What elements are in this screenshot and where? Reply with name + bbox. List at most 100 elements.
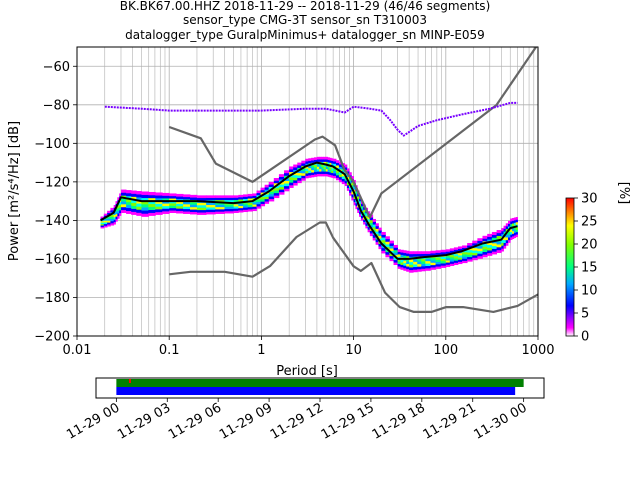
density-cell (176, 210, 184, 214)
density-cell (247, 209, 253, 212)
density-cell (141, 191, 149, 195)
density-cell (331, 170, 334, 174)
density-cell (496, 241, 502, 245)
density-cell (336, 170, 340, 173)
density-cell (321, 168, 325, 172)
density-cell (126, 190, 132, 194)
density-cell (430, 267, 436, 270)
density-cell (363, 219, 366, 223)
density-cell (206, 207, 216, 210)
density-cell (355, 191, 358, 195)
x-axis: 0.01 0.1 1 10 100 1000 (63, 336, 555, 358)
density-cell (367, 219, 371, 222)
density-cell (321, 164, 325, 167)
density-cell (496, 244, 502, 248)
density-cell (305, 158, 309, 162)
density-cell (196, 195, 207, 199)
density-cell (413, 269, 418, 273)
density-cell (413, 261, 418, 265)
density-cell (301, 168, 306, 171)
density-cell (477, 250, 483, 254)
density-cell (314, 157, 318, 161)
density-cell (268, 196, 275, 200)
density-cell (107, 216, 111, 219)
density-cell (148, 206, 156, 210)
density-cell (162, 200, 170, 204)
density-cell (462, 258, 468, 261)
density-cell (284, 178, 290, 181)
density-cell (359, 211, 362, 215)
density-cell (316, 166, 320, 170)
density-cell (393, 244, 398, 248)
density-cell (314, 171, 318, 175)
density-cell (503, 225, 507, 229)
density-cell (482, 254, 488, 258)
density-cell (316, 164, 320, 167)
density-cell (346, 176, 350, 180)
density-cell (349, 192, 352, 196)
density-cell (357, 196, 360, 200)
density-cell (107, 210, 111, 213)
density-cell (344, 180, 348, 184)
plot-background (77, 47, 538, 336)
density-cell (243, 209, 249, 213)
density-cell (378, 235, 382, 239)
density-cell (131, 190, 137, 194)
density-cell (120, 201, 127, 205)
density-cell (435, 263, 442, 267)
density-cell (284, 183, 290, 187)
density-cell (403, 250, 407, 254)
density-cell (243, 196, 249, 200)
density-cell (445, 249, 451, 252)
density-cell (491, 243, 498, 247)
density-cell (467, 252, 473, 255)
density-cell (107, 218, 111, 221)
density-cell (289, 177, 294, 180)
density-cell (501, 239, 504, 243)
density-cell (256, 192, 261, 196)
density-cell (389, 240, 394, 244)
series-mode (99, 161, 518, 260)
density-cell (252, 195, 257, 199)
density-cell (435, 250, 442, 253)
density-cell (120, 206, 127, 211)
density-cell (148, 200, 156, 205)
density-cell (331, 163, 334, 166)
density-cell (183, 208, 191, 212)
chart-title-line-3: datalogger_type GuralpMinimus+ datalogge… (125, 28, 485, 42)
density-cell (333, 158, 337, 162)
density-cell (321, 156, 325, 160)
density-cell (338, 161, 343, 165)
density-cell (487, 252, 493, 256)
density-cell (169, 198, 177, 201)
density-cell (406, 253, 410, 257)
density-cell (403, 267, 407, 271)
density-cell (314, 174, 318, 177)
density-cell (136, 200, 142, 204)
density-cell (162, 208, 170, 212)
timeline-tick-label: 11-29 06 (166, 400, 224, 442)
density-cell (311, 172, 315, 175)
density-cell (126, 210, 132, 214)
density-cell (403, 265, 407, 269)
density-cell (329, 167, 332, 171)
density-cell (338, 166, 343, 170)
density-cell (375, 233, 379, 237)
density-cell (515, 217, 518, 220)
density-cell (327, 166, 330, 170)
density-cell (491, 237, 498, 241)
timeline-bars (116, 379, 524, 395)
density-cell (327, 162, 330, 165)
density-cell (406, 266, 410, 270)
density-cell (496, 247, 502, 251)
density-cell (252, 199, 257, 203)
density-cell (120, 204, 127, 208)
density-cell (341, 181, 346, 185)
density-cell (457, 255, 463, 258)
density-cell (341, 178, 346, 182)
density-cell (400, 264, 404, 268)
density-cell (457, 252, 463, 256)
density-cell (323, 173, 327, 177)
density-cell (233, 204, 239, 207)
density-cell (327, 157, 330, 161)
